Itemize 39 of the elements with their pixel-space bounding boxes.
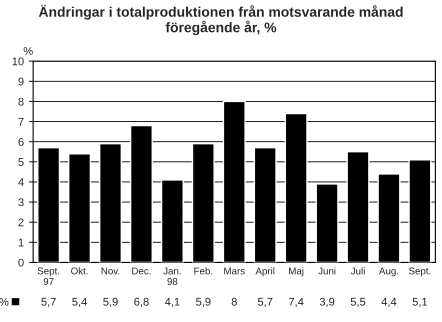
y-axis-title: %	[24, 47, 33, 55]
data-label: 4,1	[164, 298, 180, 307]
x-tick-label: Juli	[350, 267, 365, 274]
chart-title: Ändringar i totalproduktionen från motsvarande månad föregående år, %	[38, 4, 403, 36]
y-tick-label: 8	[18, 98, 24, 106]
y-tick-label: 9	[18, 78, 24, 86]
y-tick-label: 3	[18, 198, 24, 206]
y-tick-label: 7	[18, 118, 24, 126]
x-tick-label: Feb.	[194, 267, 212, 274]
data-label: 3,9	[320, 298, 334, 307]
data-label: 5,7	[258, 298, 272, 307]
x-tick-label: Jan. 98	[163, 268, 181, 285]
x-tick-label: Sept.	[408, 268, 430, 276]
data-label: 5,1	[412, 298, 428, 307]
x-tick-label: Mars	[224, 268, 245, 274]
x-tick-label: Maj	[289, 267, 304, 276]
x-tick-label: Nov.	[102, 268, 120, 274]
y-tick-label: 5	[18, 158, 24, 166]
y-tick-label: 10	[12, 57, 24, 66]
data-label: 5,5	[350, 298, 366, 307]
x-tick-label: Dec.	[132, 268, 151, 274]
data-label: 4,4	[381, 298, 396, 307]
data-label: 5,4	[72, 298, 87, 307]
data-label: 6,8	[134, 298, 149, 307]
y-tick-label: 6	[18, 138, 24, 146]
y-tick-label: 0	[18, 258, 24, 267]
x-tick-label: April	[255, 267, 274, 276]
x-tick-label: Sept. 97	[38, 268, 60, 285]
data-label: 5,7	[41, 298, 56, 307]
y-tick-label: 2	[18, 218, 24, 226]
data-label: 8	[232, 298, 237, 306]
y-tick-label: 1	[18, 238, 24, 246]
x-tick-label: Aug.	[378, 268, 398, 276]
data-label: 5,9	[103, 298, 118, 307]
data-label: 5,9	[196, 298, 211, 307]
x-tick-label: Juni	[318, 267, 336, 274]
x-tick-label: Okt.	[71, 267, 88, 274]
y-tick-label: 4	[18, 178, 24, 186]
data-label: 7,4	[288, 298, 304, 307]
